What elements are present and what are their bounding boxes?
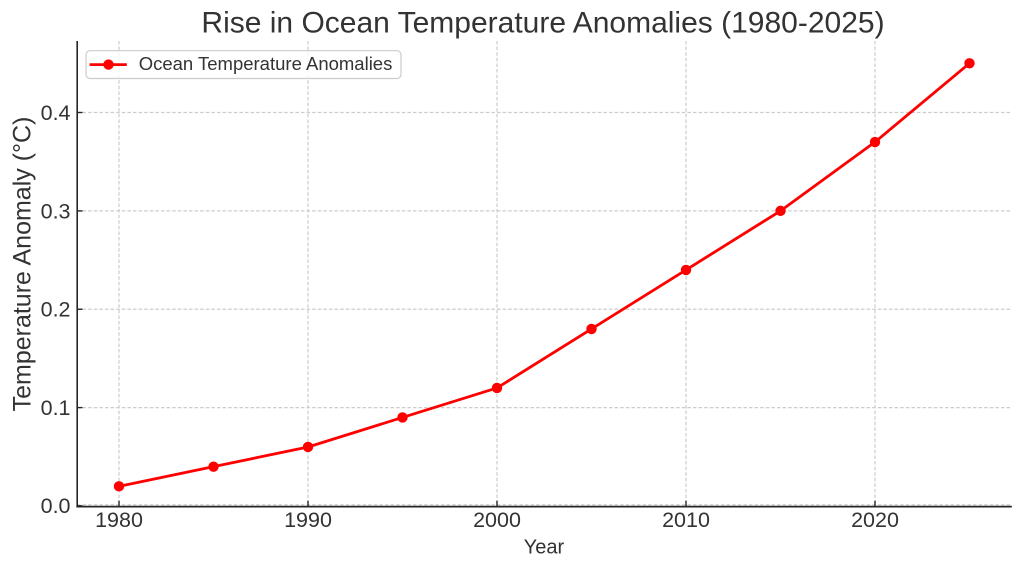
svg-text:Ocean Temperature Anomalies: Ocean Temperature Anomalies <box>139 53 393 74</box>
svg-text:Rise in Ocean Temperature Anom: Rise in Ocean Temperature Anomalies (198… <box>201 7 884 40</box>
svg-text:2010: 2010 <box>662 508 710 532</box>
svg-text:1990: 1990 <box>284 508 332 532</box>
svg-text:0.4: 0.4 <box>41 101 71 125</box>
svg-text:0.2: 0.2 <box>41 298 71 322</box>
svg-text:2020: 2020 <box>851 508 899 532</box>
svg-text:0.1: 0.1 <box>41 396 71 420</box>
svg-text:1980: 1980 <box>95 508 143 532</box>
svg-text:Temperature Anomaly (°C): Temperature Anomaly (°C) <box>9 117 37 412</box>
svg-text:Year: Year <box>524 537 565 559</box>
svg-text:0.0: 0.0 <box>41 494 71 518</box>
svg-text:2000: 2000 <box>473 508 521 532</box>
svg-text:0.3: 0.3 <box>41 199 71 223</box>
